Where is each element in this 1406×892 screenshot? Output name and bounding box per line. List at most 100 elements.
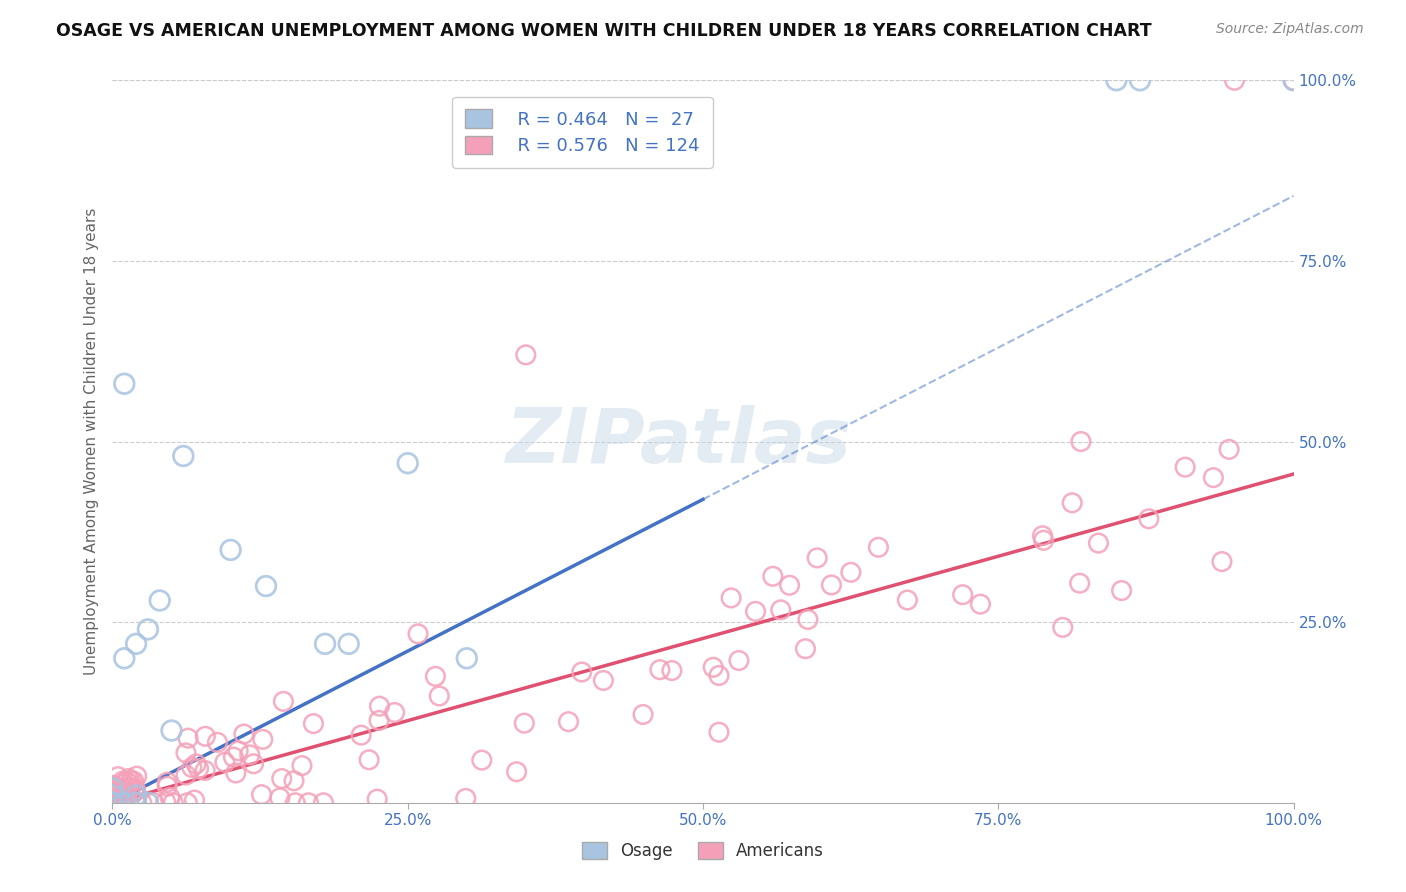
Point — [1052, 620, 1074, 634]
Point — [1129, 73, 1152, 87]
Point — [112, 796, 135, 810]
Point — [456, 651, 478, 665]
Point — [631, 707, 654, 722]
Point — [122, 782, 145, 797]
Point — [396, 456, 419, 470]
Point — [121, 773, 143, 788]
Point — [207, 735, 229, 749]
Point — [107, 786, 129, 800]
Point — [174, 768, 197, 782]
Point — [359, 753, 381, 767]
Point — [762, 569, 785, 583]
Point — [103, 779, 125, 793]
Point — [177, 731, 200, 746]
Point — [1223, 73, 1246, 87]
Point — [112, 777, 135, 791]
Point — [225, 766, 247, 780]
Point — [513, 716, 536, 731]
Point — [156, 775, 179, 789]
Point — [124, 782, 146, 797]
Point — [115, 775, 138, 789]
Point — [312, 796, 335, 810]
Point — [252, 732, 274, 747]
Point — [284, 796, 307, 810]
Point — [661, 664, 683, 678]
Point — [1174, 460, 1197, 475]
Point — [125, 796, 148, 810]
Point — [101, 781, 124, 796]
Point — [1105, 73, 1128, 87]
Point — [702, 660, 724, 674]
Point — [769, 603, 792, 617]
Point — [174, 746, 197, 760]
Point — [112, 376, 135, 391]
Point — [108, 782, 131, 797]
Point — [368, 699, 391, 714]
Point — [1070, 434, 1092, 449]
Point — [143, 796, 166, 810]
Point — [122, 774, 145, 789]
Point — [406, 627, 429, 641]
Point — [728, 654, 751, 668]
Point — [557, 714, 579, 729]
Point — [118, 776, 141, 790]
Point — [471, 753, 494, 767]
Point — [194, 729, 217, 743]
Point — [250, 788, 273, 802]
Point — [187, 762, 209, 776]
Point — [160, 723, 183, 738]
Point — [1282, 73, 1305, 87]
Point — [114, 789, 136, 804]
Point — [427, 689, 450, 703]
Point — [1218, 442, 1240, 457]
Point — [350, 728, 373, 742]
Point — [183, 793, 205, 807]
Point — [156, 779, 179, 793]
Point — [592, 673, 614, 688]
Point — [111, 796, 134, 810]
Point — [270, 772, 292, 786]
Point — [226, 744, 249, 758]
Text: Source: ZipAtlas.com: Source: ZipAtlas.com — [1216, 22, 1364, 37]
Point — [720, 591, 742, 605]
Point — [366, 792, 388, 806]
Point — [112, 796, 135, 810]
Point — [1137, 512, 1160, 526]
Point — [1032, 533, 1054, 548]
Point — [136, 623, 159, 637]
Point — [1069, 576, 1091, 591]
Point — [283, 773, 305, 788]
Point — [707, 725, 730, 739]
Point — [155, 795, 177, 809]
Text: OSAGE VS AMERICAN UNEMPLOYMENT AMONG WOMEN WITH CHILDREN UNDER 18 YEARS CORRELAT: OSAGE VS AMERICAN UNEMPLOYMENT AMONG WOM… — [56, 22, 1152, 40]
Point — [1282, 73, 1305, 87]
Point — [839, 566, 862, 580]
Point — [232, 727, 254, 741]
Point — [159, 790, 181, 805]
Point — [1031, 529, 1053, 543]
Point — [101, 796, 124, 810]
Point — [242, 756, 264, 771]
Point — [868, 541, 890, 555]
Point — [896, 593, 918, 607]
Point — [131, 796, 153, 810]
Point — [108, 788, 131, 802]
Point — [571, 665, 593, 679]
Text: ZIPatlas: ZIPatlas — [506, 405, 852, 478]
Point — [101, 782, 124, 797]
Point — [176, 796, 198, 810]
Point — [125, 796, 148, 810]
Point — [180, 760, 202, 774]
Point — [172, 449, 194, 463]
Point — [1111, 583, 1133, 598]
Point — [214, 756, 236, 770]
Point — [254, 579, 277, 593]
Point — [337, 637, 360, 651]
Point — [368, 714, 391, 728]
Point — [101, 778, 124, 792]
Point — [314, 637, 336, 651]
Point — [820, 578, 842, 592]
Point — [107, 770, 129, 784]
Point — [101, 796, 124, 810]
Point — [707, 668, 730, 682]
